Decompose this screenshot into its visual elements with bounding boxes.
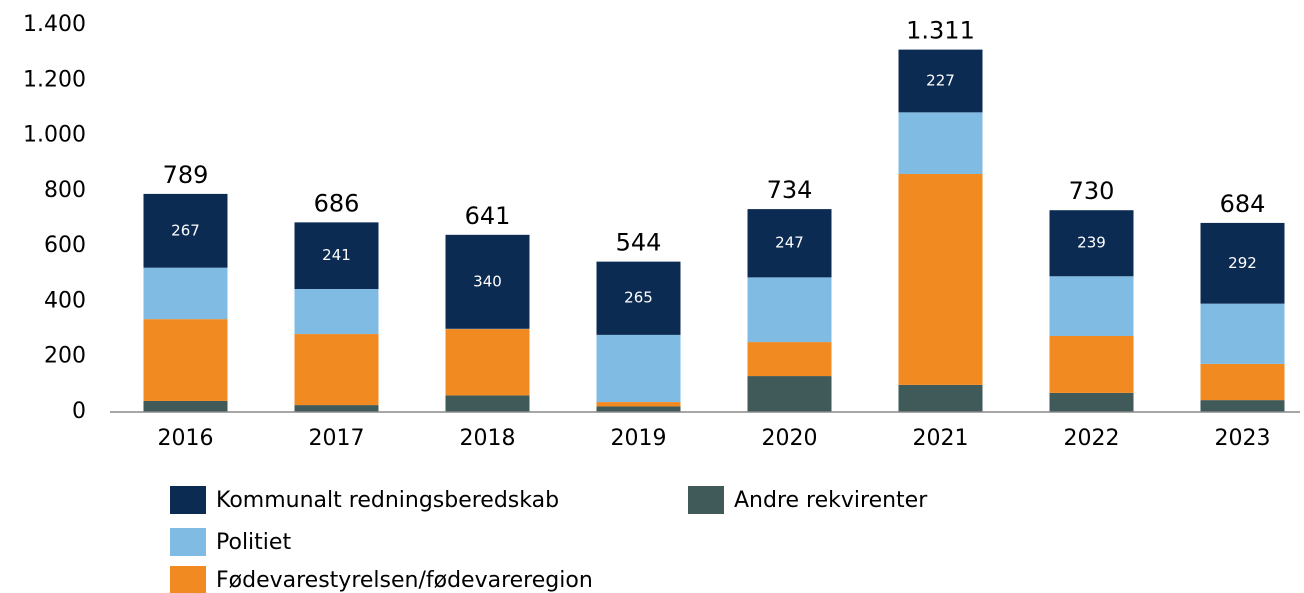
- data-label: 241: [322, 246, 351, 264]
- bar-segment: [445, 234, 530, 329]
- bar-segment: [1200, 363, 1285, 401]
- legend-swatch: [170, 528, 206, 556]
- legend-label: Kommunalt redningsberedskab: [216, 488, 559, 513]
- x-tick-label: 2016: [158, 426, 214, 451]
- x-tick-label: 2020: [762, 426, 818, 451]
- total-label: 544: [616, 229, 662, 257]
- data-label: 247: [775, 234, 804, 252]
- total-label: 730: [1069, 177, 1115, 205]
- bar-segment: [1200, 400, 1285, 412]
- bar-segment: [747, 376, 832, 412]
- bar-segment: [1049, 210, 1134, 277]
- y-tick-label: 1.200: [23, 67, 86, 92]
- data-label: 265: [624, 289, 653, 307]
- total-label: 684: [1220, 190, 1266, 218]
- bar-segment: [747, 209, 832, 278]
- legend-swatch: [170, 486, 206, 514]
- data-label: 292: [1228, 254, 1257, 272]
- y-tick-label: 200: [44, 344, 86, 369]
- total-label: 789: [163, 161, 209, 189]
- total-label: 734: [767, 176, 813, 204]
- y-tick-label: 600: [44, 233, 86, 258]
- x-tick-label: 2021: [913, 426, 969, 451]
- legend-swatch: [170, 566, 206, 593]
- bar-segment: [294, 288, 379, 335]
- data-label: 227: [926, 71, 955, 89]
- legend-label: Fødevarestyrelsen/fødevareregion: [216, 568, 593, 593]
- x-tick-label: 2019: [611, 426, 667, 451]
- bar-segment: [143, 267, 228, 320]
- y-tick-label: 0: [72, 399, 86, 424]
- y-tick-label: 1.400: [23, 12, 86, 37]
- y-tick-label: 1.000: [23, 123, 86, 148]
- x-tick-label: 2022: [1064, 426, 1120, 451]
- bar-segment: [143, 400, 228, 412]
- bar-segment: [445, 395, 530, 412]
- bar-segment: [596, 406, 681, 412]
- data-label: 340: [473, 272, 502, 290]
- x-tick-label: 2018: [460, 426, 516, 451]
- bar-segment: [747, 277, 832, 343]
- bar-segment: [898, 173, 983, 385]
- bar-segment: [596, 261, 681, 335]
- total-label: 1.311: [906, 17, 975, 45]
- legend-swatch: [688, 486, 724, 514]
- bar-segment: [1049, 276, 1134, 336]
- bar-segment: [294, 334, 379, 406]
- bar-segment: [445, 329, 530, 396]
- bar-segment: [596, 402, 681, 407]
- y-tick-label: 800: [44, 178, 86, 203]
- bar-segment: [294, 222, 379, 289]
- data-label: 267: [171, 221, 200, 239]
- legend-label: Andre rekvirenter: [734, 488, 928, 513]
- x-tick-label: 2023: [1215, 426, 1271, 451]
- data-label: 239: [1077, 234, 1106, 252]
- total-label: 686: [314, 189, 360, 217]
- bar-segment: [143, 193, 228, 268]
- bar-segment: [1200, 303, 1285, 364]
- bar-segment: [596, 334, 681, 403]
- bar-segment: [294, 405, 379, 412]
- bar-segment: [898, 49, 983, 113]
- bar-segment: [1200, 222, 1285, 304]
- bar-segment: [747, 342, 832, 377]
- x-tick-label: 2017: [309, 426, 365, 451]
- bar-segment: [143, 319, 228, 401]
- y-tick-label: 400: [44, 288, 86, 313]
- bar-segment: [898, 112, 983, 174]
- total-label: 641: [465, 202, 511, 230]
- bar-segment: [1049, 335, 1134, 393]
- bar-segment: [1049, 392, 1134, 412]
- legend-label: Politiet: [216, 530, 291, 555]
- bar-segment: [898, 384, 983, 412]
